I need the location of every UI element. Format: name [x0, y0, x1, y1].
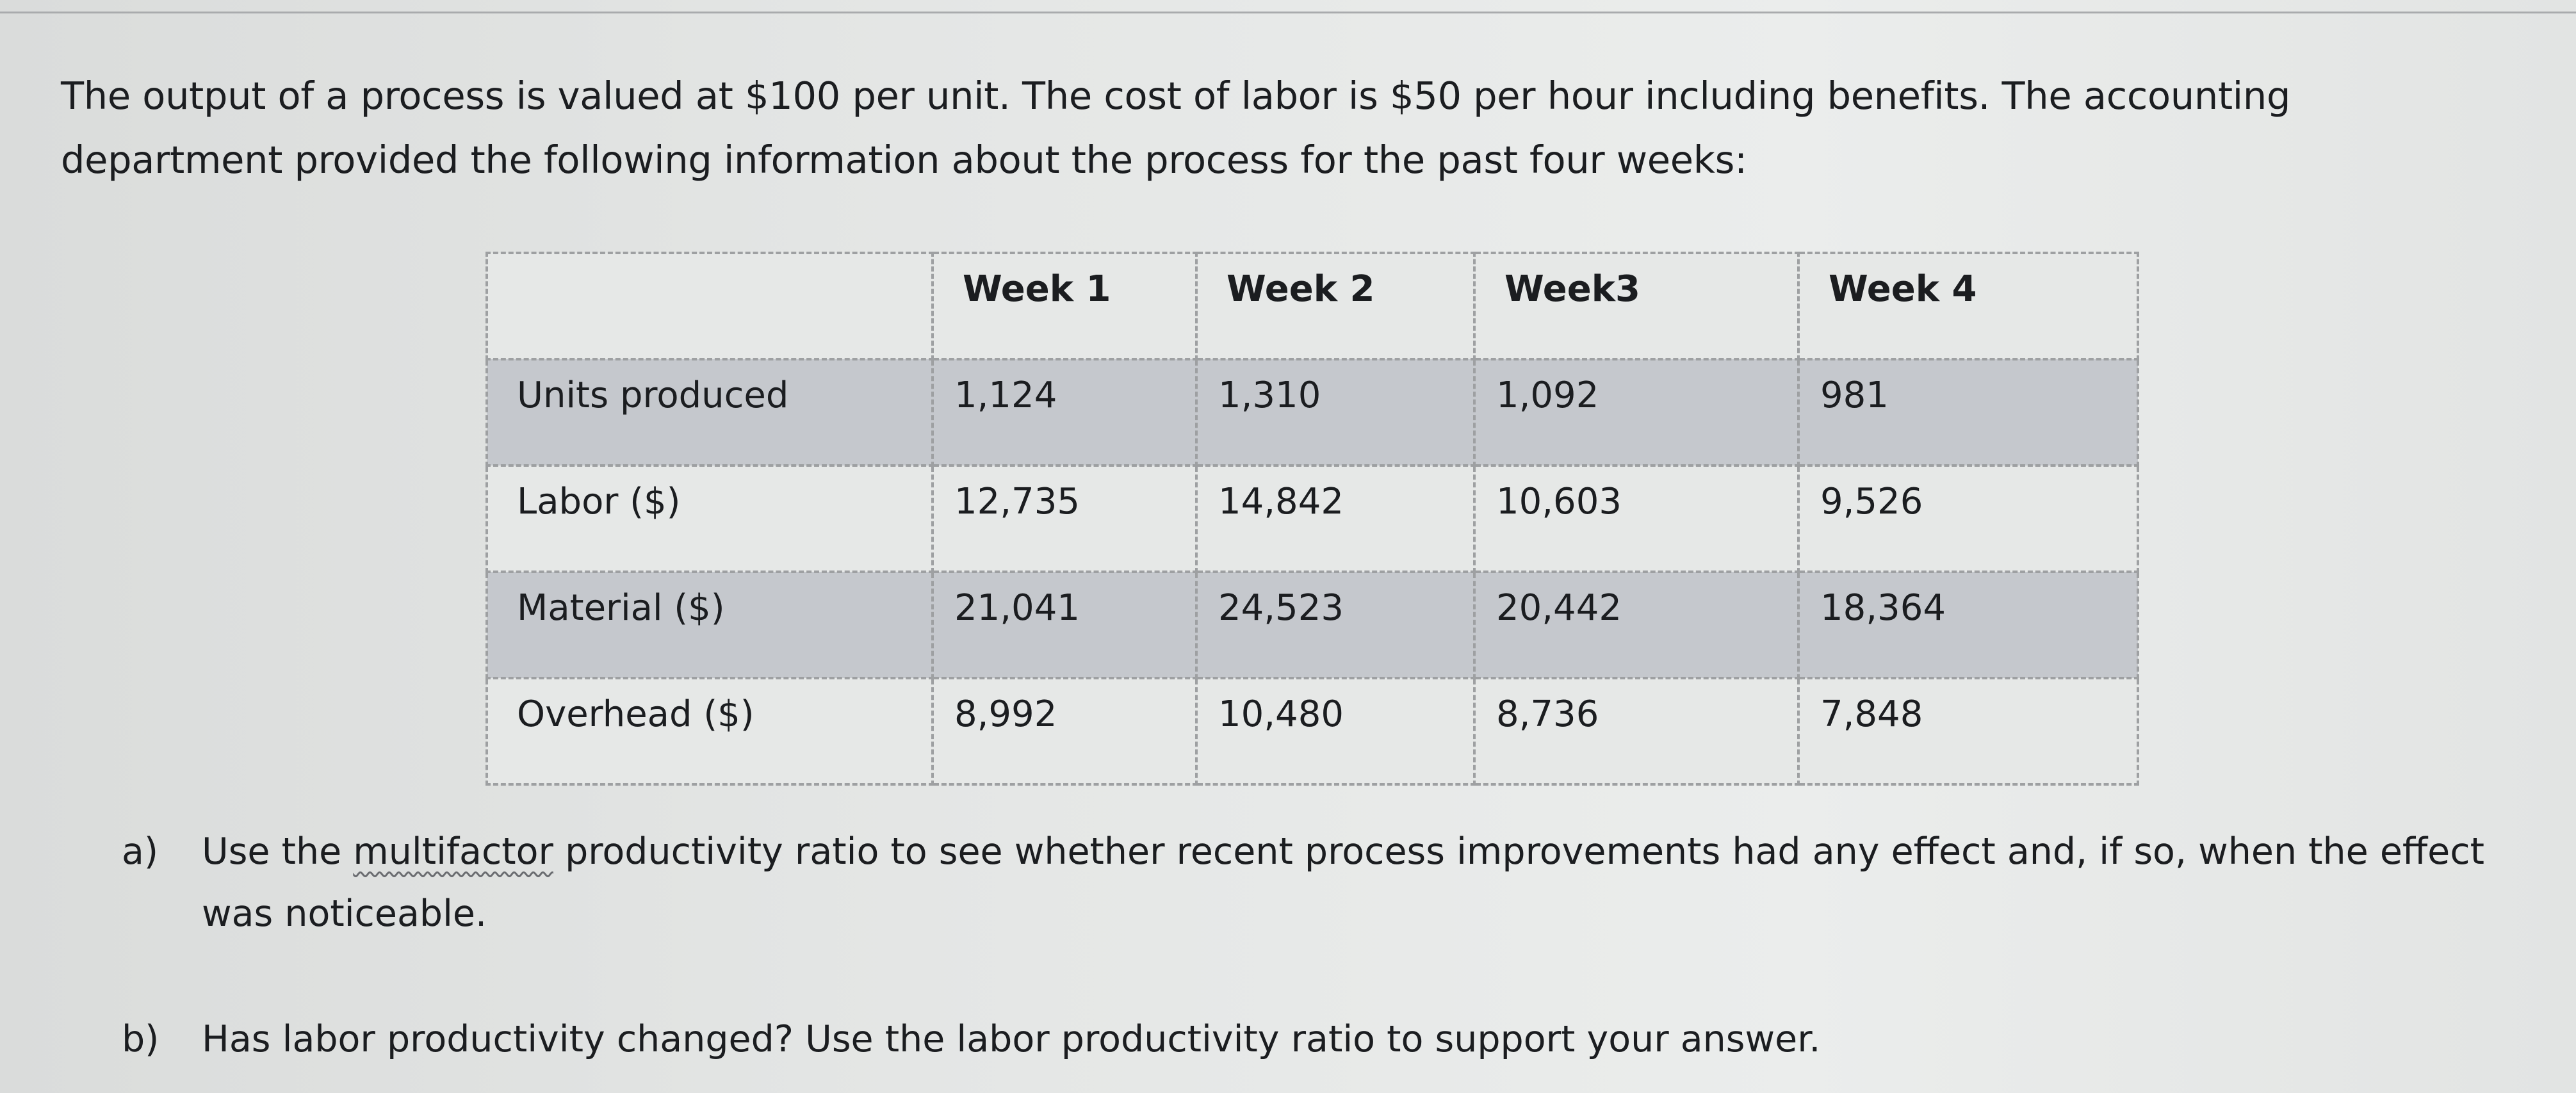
table-row-units-produced: Units produced 1,124 1,310 1,092 981 [485, 358, 2139, 467]
problem-intro: The output of a process is valued at $10… [61, 64, 2431, 192]
header-week-3: Week3 [1473, 252, 1800, 360]
table-cell: 21,041 [931, 571, 1198, 679]
table-header-row: Week 1 Week 2 Week3 Week 4 [485, 252, 2139, 360]
header-week-2: Week 2 [1195, 252, 1476, 360]
intro-line-2: department provided the following inform… [61, 138, 1747, 182]
intro-line-1: The output of a process is valued at $10… [61, 74, 2291, 118]
table-cell: 1,310 [1195, 358, 1476, 467]
table-cell: 20,442 [1473, 571, 1800, 679]
header-week-4: Week 4 [1797, 252, 2139, 360]
question-b-label: b) [122, 1018, 159, 1060]
question-a: a) Use the multifactor productivity rati… [122, 821, 2556, 945]
weekly-cost-table: Week 1 Week 2 Week3 Week 4 Units produce… [485, 252, 2139, 786]
question-a-text: Use the multifactor productivity ratio t… [202, 830, 2484, 935]
table-cell: 18,364 [1797, 571, 2139, 679]
row-label: Material ($) [485, 571, 934, 679]
row-label: Units produced [485, 358, 934, 467]
table-row-labor: Labor ($) 12,735 14,842 10,603 9,526 [485, 464, 2139, 573]
table-cell: 10,603 [1473, 464, 1800, 573]
table-cell: 9,526 [1797, 464, 2139, 573]
row-label: Overhead ($) [485, 677, 934, 786]
table-row-overhead: Overhead ($) 8,992 10,480 8,736 7,848 [485, 677, 2139, 786]
row-label: Labor ($) [485, 464, 934, 573]
question-a-label: a) [122, 830, 159, 873]
header-week-1: Week 1 [931, 252, 1198, 360]
table-cell: 8,736 [1473, 677, 1800, 786]
table-cell: 981 [1797, 358, 2139, 467]
table-cell: 24,523 [1195, 571, 1476, 679]
header-empty-cell [485, 252, 934, 360]
table-row-material: Material ($) 21,041 24,523 20,442 18,364 [485, 571, 2139, 679]
table-cell: 12,735 [931, 464, 1198, 573]
table-cell: 1,124 [931, 358, 1198, 467]
table-cell: 7,848 [1797, 677, 2139, 786]
question-b-text: Has labor productivity changed? Use the … [202, 1018, 1821, 1060]
top-divider [0, 12, 2576, 13]
table-cell: 14,842 [1195, 464, 1476, 573]
question-b: b) Has labor productivity changed? Use t… [122, 1008, 2556, 1071]
spellcheck-underline-multifactor: multifactor [353, 830, 553, 873]
table-cell: 8,992 [931, 677, 1198, 786]
table-cell: 1,092 [1473, 358, 1800, 467]
table-cell: 10,480 [1195, 677, 1476, 786]
